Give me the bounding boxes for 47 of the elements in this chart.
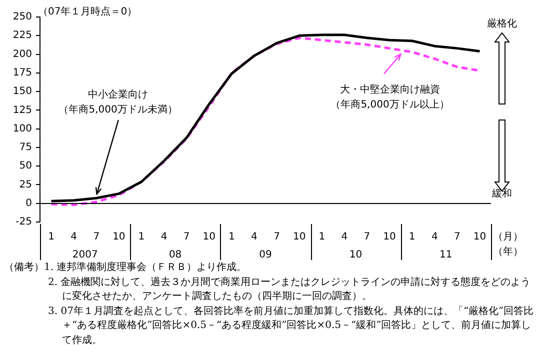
y-tick-label: 200 <box>12 48 32 60</box>
y-tick-label: 0 <box>26 198 32 209</box>
y-tick-label: 150 <box>12 86 32 98</box>
x-tick-label: 1 <box>318 232 326 243</box>
x-tick-label: 1 <box>48 232 54 243</box>
x-tick-label: 4 <box>160 232 168 243</box>
text: 緩和 <box>491 188 512 200</box>
text: （月） <box>493 232 523 243</box>
x-tick-label: 1 <box>228 232 235 243</box>
y-tick-label: 250 <box>12 12 32 23</box>
text: （年） <box>493 246 523 258</box>
y-tick-label: 175 <box>12 68 32 79</box>
y-tick-label: 125 <box>12 104 32 116</box>
text: 10 <box>349 250 362 261</box>
x-tick-label: 4 <box>70 232 78 243</box>
y-tick-label: 75 <box>19 142 32 154</box>
text: 中小企業向け（年商5,000万ドル未満） <box>58 88 178 116</box>
x-tick-label: 10 <box>112 232 126 243</box>
x-tick-label: 10 <box>473 232 486 243</box>
y-tick-label: 25 <box>19 179 32 190</box>
y-axis-title: （07年１月時点＝0） <box>38 6 138 18</box>
y-tick-label: -25 <box>16 216 32 228</box>
x-tick-label: 7 <box>183 232 190 243</box>
x-tick-label: 10 <box>383 232 396 243</box>
x-tick-label: 7 <box>274 232 280 243</box>
text: 2. 金融機関に対して、過去３か月間で商業用ローンまたはクレジットラインの申請に対する態度をどのように変化させたか、アンケート調査したもの（四半期に一回の調査）。 <box>47 276 532 304</box>
x-tick-label: 7 <box>364 232 370 243</box>
x-tick-label: 7 <box>454 232 460 243</box>
text: （備考）1. 連邦準備制度理事会（ＦＲＢ）より作成。 <box>4 261 248 275</box>
y-tick-label: 225 <box>12 30 32 42</box>
x-tick-label: 10 <box>202 232 216 243</box>
annotation: 厳格化 <box>487 18 517 30</box>
text: 2007 <box>72 250 98 261</box>
text: 3. 07年１月調査を起点として、各回答比率を前月値に加重加算して指数化。具体的には、「“厳格化”回答比＋“ある程度厳格化”回答比×0.5－“ある程度緩和”回答比×0.5－“緩和”回答比」として、前月値に加算して作成。 <box>47 304 535 348</box>
y-tick-label: 100 <box>12 123 32 134</box>
x-tick-label: 4 <box>431 232 438 243</box>
y-tick-label: 50 <box>19 160 32 172</box>
x-tick-label: 1 <box>408 232 416 243</box>
x-tick-label: 10 <box>292 232 306 243</box>
legend-label: 大・中堅企業向け融資（年商5,000万ドル以上） <box>330 84 450 111</box>
x-tick-label: 7 <box>93 232 100 243</box>
x-tick-label: 4 <box>251 232 258 243</box>
x-tick-label: 1 <box>138 232 145 243</box>
text: 09 <box>259 250 272 261</box>
x-tick-label: 4 <box>341 232 348 243</box>
text: 11 <box>440 250 452 261</box>
text: 08 <box>168 250 182 261</box>
